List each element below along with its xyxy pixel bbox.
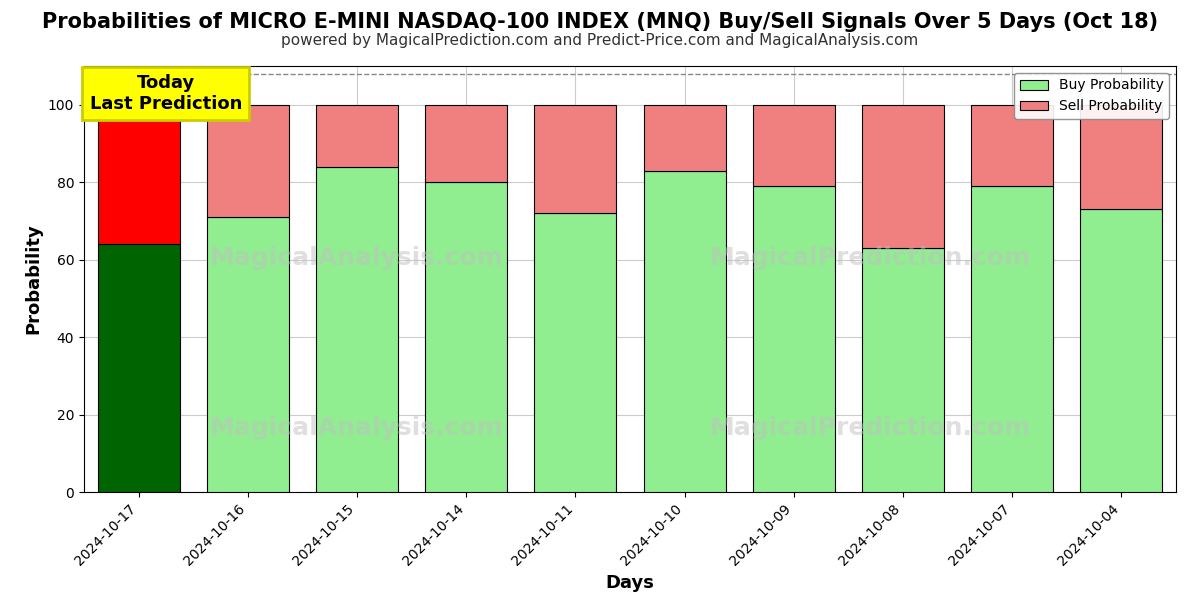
Bar [971,105,1054,186]
Text: MagicalPrediction.com: MagicalPrediction.com [709,416,1031,440]
Bar [534,105,617,213]
Y-axis label: Probability: Probability [24,224,42,334]
Bar [1080,209,1163,492]
Bar [752,186,835,492]
Bar [643,105,726,170]
Bar [97,105,180,244]
Bar [1080,105,1163,209]
Bar [752,105,835,186]
Bar [425,182,508,492]
Bar [425,105,508,182]
Bar [206,105,289,217]
Text: Today
Last Prediction: Today Last Prediction [90,74,242,113]
Bar [97,244,180,492]
Bar [862,105,944,248]
Bar [534,213,617,492]
Bar [862,248,944,492]
Bar [643,170,726,492]
Text: MagicalAnalysis.com: MagicalAnalysis.com [210,416,504,440]
Text: powered by MagicalPrediction.com and Predict-Price.com and MagicalAnalysis.com: powered by MagicalPrediction.com and Pre… [281,33,919,48]
Bar [316,105,398,167]
Bar [316,167,398,492]
Legend: Buy Probability, Sell Probability: Buy Probability, Sell Probability [1014,73,1169,119]
X-axis label: Days: Days [606,574,654,592]
Text: Probabilities of MICRO E-MINI NASDAQ-100 INDEX (MNQ) Buy/Sell Signals Over 5 Day: Probabilities of MICRO E-MINI NASDAQ-100… [42,12,1158,32]
Bar [206,217,289,492]
Text: MagicalPrediction.com: MagicalPrediction.com [709,245,1031,269]
Text: MagicalAnalysis.com: MagicalAnalysis.com [210,245,504,269]
Bar [971,186,1054,492]
